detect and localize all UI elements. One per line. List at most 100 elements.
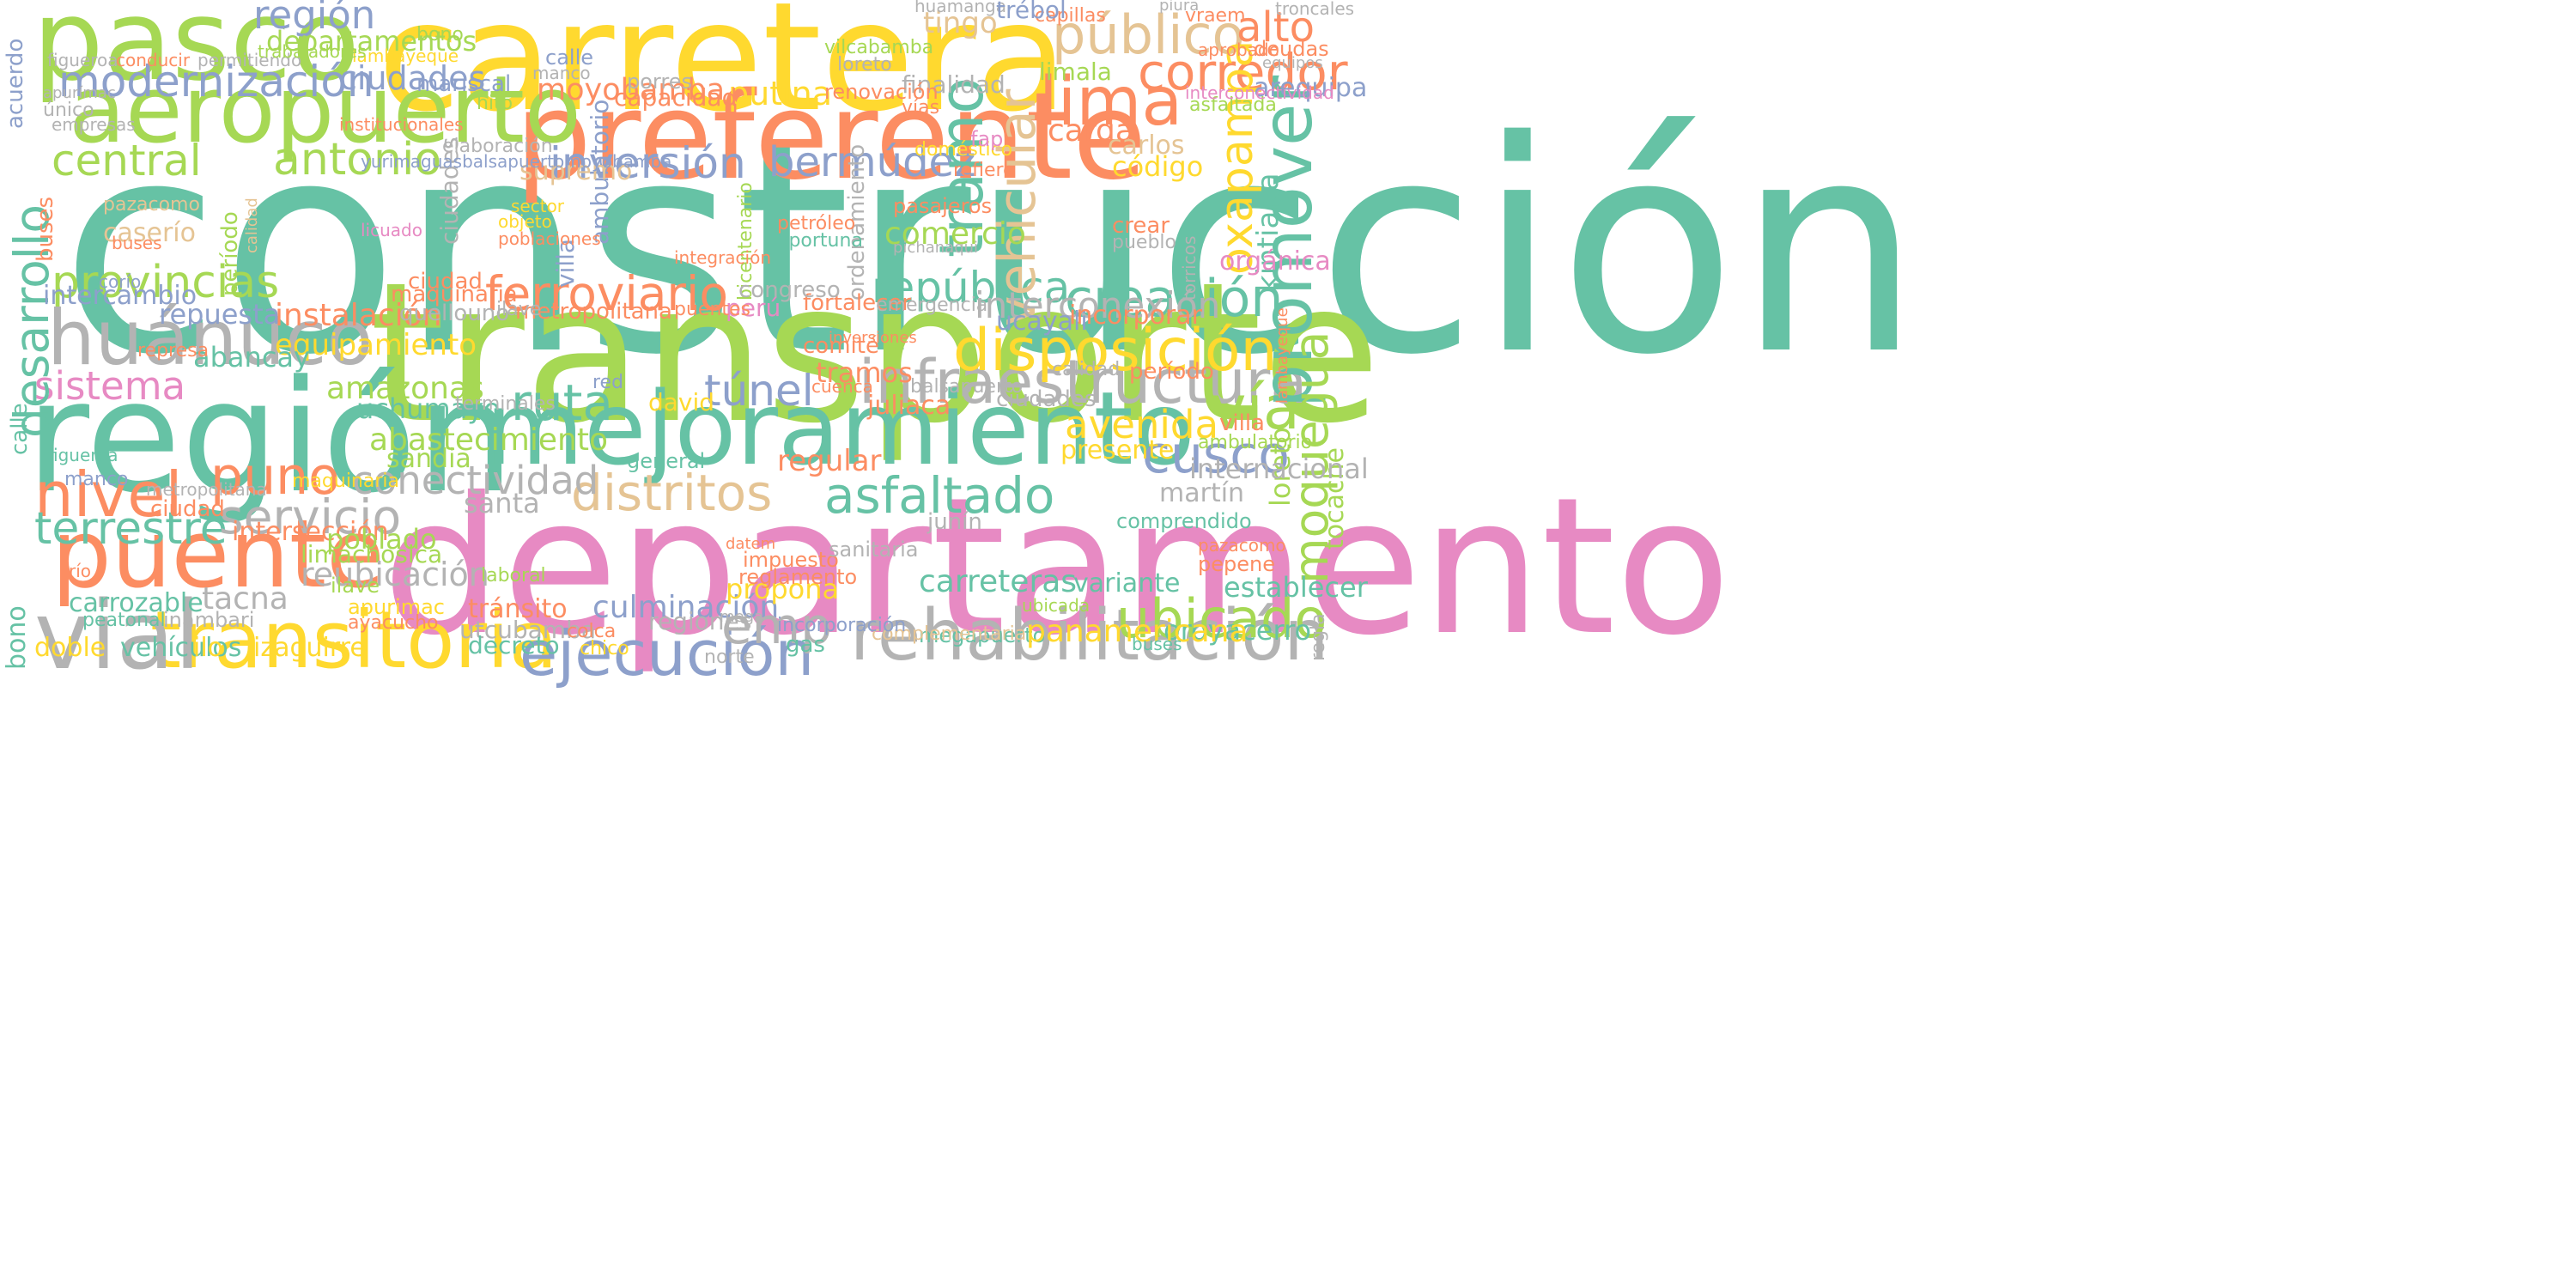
word-corio: objeto	[498, 211, 552, 232]
word-permitiendo: permitiendo	[197, 50, 302, 70]
word-loreto: renovación	[824, 80, 939, 104]
word-pasco: pasco	[33, 0, 360, 106]
word-regular: presente	[1060, 435, 1175, 465]
word-barranca: interconectividad	[1185, 82, 1334, 103]
word-limachosica: tacna	[202, 581, 289, 617]
word-cuenca: interconexión	[975, 284, 1221, 326]
word-ilo: emp	[721, 597, 832, 655]
word-reglamento: carreteras	[919, 564, 1078, 599]
word-general: sandia	[386, 444, 471, 474]
word-central: central	[52, 136, 202, 185]
word-corredor: corredor	[1138, 43, 1348, 101]
word-cusco: cusco	[1142, 425, 1290, 485]
word-lima: lima	[1039, 64, 1183, 141]
word-disposicion: disposición	[953, 317, 1278, 385]
word-reubicacion: carrozable	[69, 588, 204, 618]
word-preferente: preferente	[515, 67, 1147, 207]
word-oroyacerro: variante	[1073, 568, 1181, 598]
word-integracion: bono	[2, 605, 32, 670]
word-inversiones: período	[1129, 359, 1214, 385]
word-ranchochaglla: regla	[1308, 613, 1329, 661]
word-regiones: impuesto	[743, 548, 839, 572]
word-calle: calle	[545, 46, 594, 70]
word-incorporar: pasajeros	[893, 194, 993, 218]
word-poblado: reubicación	[301, 556, 489, 593]
word-vilcabamba: lambayeque	[352, 46, 459, 66]
word-pichanaqui: manco	[64, 469, 129, 490]
word-complementaria: oroyacerro	[1163, 614, 1312, 647]
word-samantochari: terminales	[455, 393, 556, 415]
word-domestico: código	[1112, 150, 1204, 183]
word-vial: vial	[34, 580, 201, 690]
word-maquinaria: período	[217, 211, 243, 296]
word-etapa: ciudad	[408, 269, 483, 295]
word-establecer: panamericana	[1026, 614, 1249, 649]
word-lambayeque: vías	[902, 97, 940, 118]
word-rio: ciudades	[339, 59, 486, 97]
word-organica: emergencia	[876, 295, 988, 316]
word-impuesto: sanitaria	[829, 538, 919, 562]
word-creacion: creación	[1065, 269, 1284, 329]
word-transitoria: transitoria	[150, 594, 558, 686]
word-inambari: ayacucho	[348, 612, 439, 634]
word-variante: junín	[927, 509, 982, 535]
word-parque: ilave	[331, 574, 380, 598]
word-izaguirre: incorporación	[777, 615, 907, 636]
word-refiere: fap	[970, 127, 1004, 151]
word-carretera: carretera	[378, 0, 1068, 145]
word-transporte: transporte	[369, 241, 1382, 466]
word-carlos: instalación	[275, 298, 442, 333]
word-internacional: general	[627, 449, 706, 473]
word-uchumayo: red	[592, 372, 624, 393]
word-apurimac2: colca	[567, 621, 617, 642]
word-ubicada: oportuna	[777, 230, 863, 252]
word-fap: crear	[1112, 213, 1170, 239]
word-instalacion: abancay	[193, 341, 310, 374]
word-red: tramos	[816, 356, 913, 389]
word-pueblos: maquinaria	[391, 282, 518, 307]
word-regla: ilave	[496, 299, 542, 320]
word-equipamiento: amazonas	[326, 371, 484, 406]
word-rehabilitacion: asfaltado	[824, 466, 1055, 525]
word-aprobado: apurímac	[43, 84, 116, 102]
word-puente: puente	[52, 499, 385, 609]
word-comite: sector	[511, 196, 565, 216]
word-carreteras: complementaria	[872, 623, 1027, 645]
word-fortalecer: inversiones	[829, 329, 917, 347]
word-pueblo: fortalecer	[803, 290, 912, 316]
word-calidad: ambulatorio	[1198, 432, 1313, 453]
word-porres: hito	[477, 93, 513, 114]
word-servicio: servicio	[219, 489, 402, 544]
word-moyobamba: mariscal	[416, 71, 512, 97]
word-juliaca: ucayali	[996, 307, 1088, 337]
word-periodo: villa	[1219, 410, 1265, 436]
word-urbano: decreto	[468, 631, 560, 659]
word-metropolitana: calidad	[243, 197, 261, 253]
word-apachacco: mega	[720, 608, 764, 626]
word-doble: ilo	[193, 633, 224, 663]
word-industriales: piura	[1159, 0, 1200, 15]
word-departamentos: carga	[1048, 113, 1134, 149]
word-transito: utcubamba	[459, 616, 597, 644]
word-arequipa: equipamiento	[275, 328, 477, 362]
word-amparaes: corío	[99, 271, 142, 292]
word-bono: bono	[416, 24, 464, 46]
word-chico: licuado	[361, 220, 422, 240]
word-vraem: trébol	[996, 0, 1066, 24]
word-trebol: loreto	[837, 54, 892, 76]
word-callao: moyobamba	[537, 73, 726, 107]
word-tunel: túnel	[704, 366, 814, 416]
word-provincias: provincias	[52, 257, 280, 308]
word-canta: perú	[726, 294, 781, 322]
word-empresas: ubicada	[1022, 595, 1091, 616]
word-megapuerto: establecer	[1224, 571, 1368, 604]
word-tocache: quellouno	[399, 301, 510, 326]
word-elaboracion: refiere	[953, 160, 1015, 181]
word-via: vía	[1211, 373, 1300, 443]
word-carga: arequipa	[1254, 73, 1368, 103]
word-ayacucho: tránsito	[468, 594, 568, 624]
word-seguridad: equipos	[1262, 54, 1323, 72]
word-republica: república	[872, 263, 1071, 313]
word-centro: poblado	[326, 523, 437, 556]
